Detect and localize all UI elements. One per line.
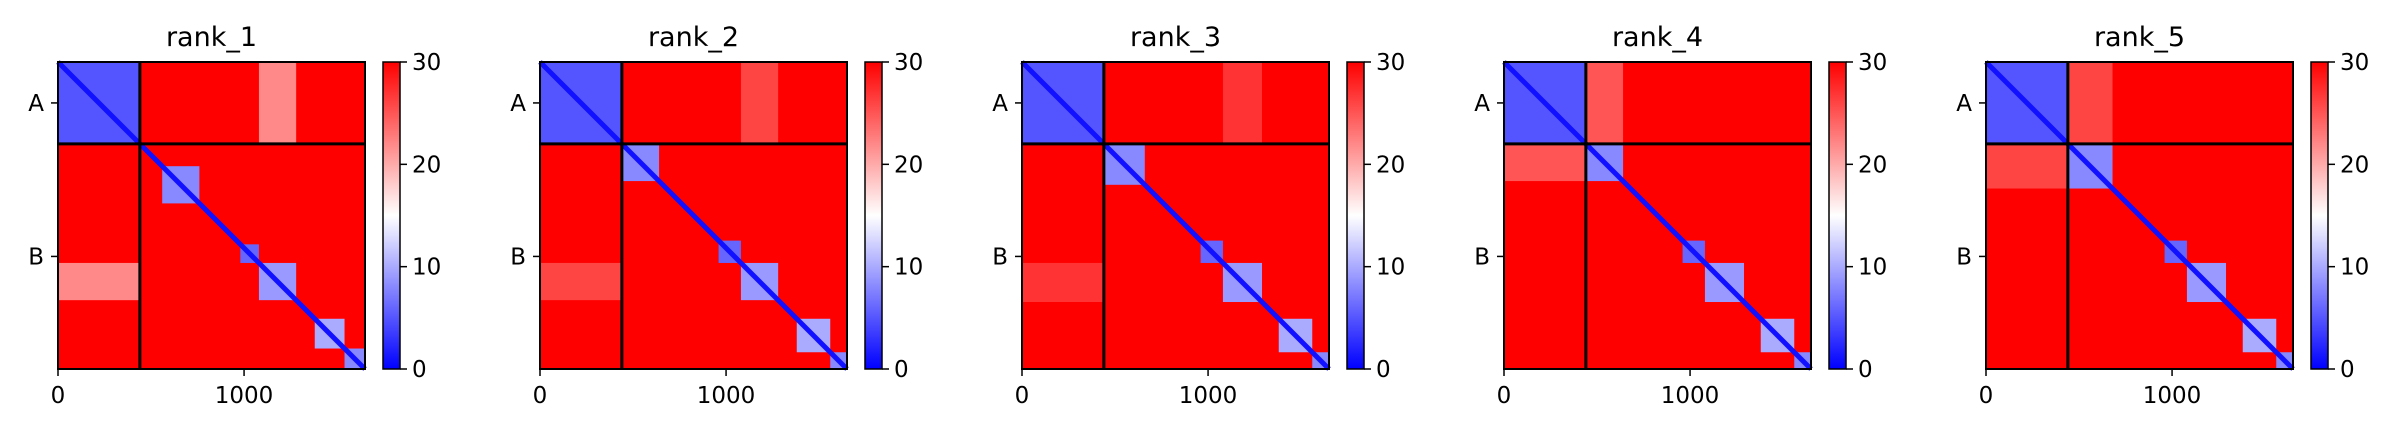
colorbar-tick-label: 20 — [1376, 152, 1405, 178]
x-tick-label: 1000 — [1179, 383, 1238, 409]
y-tick-label: A — [1474, 91, 1490, 117]
x-tick-label: 1000 — [1661, 383, 1720, 409]
colorbar — [1347, 62, 1364, 369]
y-tick-label: B — [1956, 244, 1972, 270]
y-tick-label: A — [510, 91, 526, 117]
heatmap-offdiag-cell — [1585, 62, 1624, 144]
colorbar-tick-label: 10 — [1376, 255, 1405, 281]
panel-5: rank_5 0 1000 A B 0 10 20 30 — [1956, 22, 2369, 409]
colorbar-tick-label: 30 — [894, 50, 923, 76]
colorbar — [1829, 62, 1846, 369]
heatmap-diagonal — [56, 60, 367, 371]
colorbar-tick-label: 30 — [2340, 50, 2369, 76]
heatmap-offdiag-cell — [1022, 262, 1104, 303]
heatmap-frame — [57, 61, 366, 370]
heatmap-diagonal — [538, 60, 849, 371]
heatmap-frame — [1503, 61, 1812, 370]
heatmap-frame — [1021, 61, 1330, 370]
heatmap-offdiag-cell — [58, 262, 140, 301]
colorbar-tick-label: 10 — [2340, 255, 2369, 281]
colorbar-tick-label: 20 — [1858, 152, 1887, 178]
colorbar-tick-label: 20 — [2340, 152, 2369, 178]
colorbar-tick-label: 10 — [412, 255, 441, 281]
x-tick-label: 0 — [51, 383, 66, 409]
colorbar-tick-label: 10 — [894, 255, 923, 281]
heatmap-frame — [539, 61, 848, 370]
panel-3: rank_3 0 1000 A B 0 10 20 30 — [992, 22, 1405, 409]
panel-title: rank_5 — [2094, 22, 2185, 53]
colorbar-frame — [382, 61, 401, 370]
colorbar-frame — [864, 61, 883, 370]
heatmap-diagonal — [1020, 60, 1331, 371]
colorbar-tick-label: 30 — [1376, 50, 1405, 76]
heatmap-offdiag-cell — [2067, 62, 2113, 144]
heatmap-offdiag-cell — [1222, 62, 1263, 144]
panel-title: rank_3 — [1130, 22, 1221, 53]
panel-title: rank_1 — [166, 22, 257, 53]
colorbar — [383, 62, 400, 369]
colorbar — [2311, 62, 2328, 369]
x-tick-label: 1000 — [215, 383, 274, 409]
panel-title: rank_2 — [648, 22, 739, 53]
heatmap-diagonal — [1984, 60, 2295, 371]
x-tick-label: 0 — [1497, 383, 1512, 409]
heatmap-offdiag-cell — [258, 62, 297, 144]
colorbar-tick-label: 30 — [412, 50, 441, 76]
panel-1: rank_1 0 1000 A B 0 10 20 30 — [28, 22, 441, 409]
colorbar-tick-label: 20 — [894, 152, 923, 178]
heatmap-offdiag-cell — [740, 62, 779, 144]
colorbar-tick-label: 0 — [894, 357, 909, 383]
colorbar-frame — [1828, 61, 1847, 370]
heatmap-diagonal — [1502, 60, 1813, 371]
colorbar — [865, 62, 882, 369]
colorbar-frame — [1346, 61, 1365, 370]
colorbar-tick-label: 0 — [1376, 357, 1391, 383]
colorbar-frame — [2310, 61, 2329, 370]
y-tick-label: B — [992, 244, 1008, 270]
x-tick-label: 0 — [533, 383, 548, 409]
x-tick-label: 1000 — [2143, 383, 2202, 409]
x-tick-label: 0 — [1015, 383, 1030, 409]
heatmap-frame — [1985, 61, 2294, 370]
colorbar-tick-label: 0 — [1858, 357, 1873, 383]
panel-4: rank_4 0 1000 A B 0 10 20 30 — [1474, 22, 1887, 409]
colorbar-tick-label: 30 — [1858, 50, 1887, 76]
y-tick-label: B — [510, 244, 526, 270]
heatmap-offdiag-cell — [540, 262, 622, 301]
x-tick-label: 0 — [1979, 383, 1994, 409]
heatmap-offdiag-cell — [1504, 143, 1586, 182]
heatmap-offdiag-cell — [1986, 143, 2068, 189]
x-tick-label: 1000 — [697, 383, 756, 409]
panel-2: rank_2 0 1000 A B 0 10 20 30 — [510, 22, 923, 409]
colorbar-tick-label: 0 — [412, 357, 427, 383]
y-tick-label: A — [28, 91, 44, 117]
colorbar-tick-label: 20 — [412, 152, 441, 178]
colorbar-tick-label: 0 — [2340, 357, 2355, 383]
y-tick-label: A — [1956, 91, 1972, 117]
y-tick-label: B — [1474, 244, 1490, 270]
colorbar-tick-label: 10 — [1858, 255, 1887, 281]
y-tick-label: A — [992, 91, 1008, 117]
y-tick-label: B — [28, 244, 44, 270]
panel-title: rank_4 — [1612, 22, 1703, 53]
